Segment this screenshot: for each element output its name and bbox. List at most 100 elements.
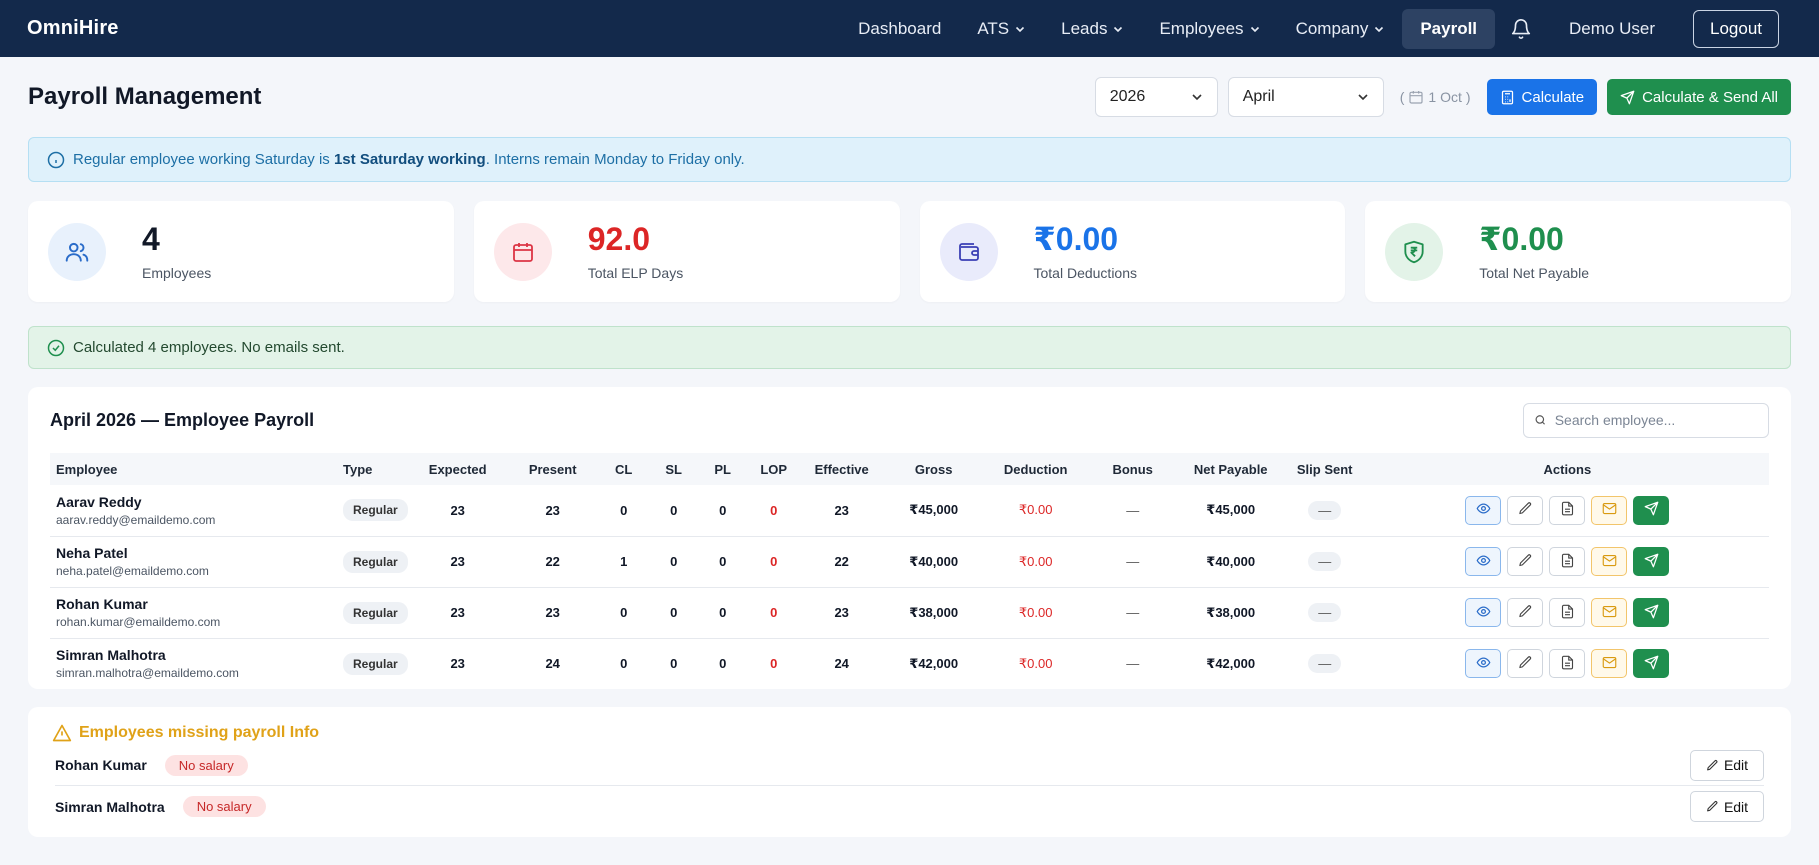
employee-name[interactable]: Neha Patel bbox=[56, 545, 128, 561]
col-expected: Expected bbox=[428, 461, 487, 477]
year-select[interactable]: 2026 bbox=[1094, 77, 1218, 117]
type-badge: Regular bbox=[343, 652, 408, 675]
payslip-button[interactable] bbox=[1549, 649, 1586, 679]
send-button[interactable] bbox=[1633, 495, 1670, 525]
send-button[interactable] bbox=[1633, 547, 1670, 576]
view-button[interactable] bbox=[1465, 598, 1502, 627]
nav-dashboard[interactable]: Dashboard bbox=[840, 9, 959, 49]
nav-employees[interactable]: Employees bbox=[1141, 9, 1277, 49]
col-sl: SL bbox=[665, 461, 682, 477]
stat-label: Total Deductions bbox=[1033, 264, 1138, 281]
expected-cell: 23 bbox=[450, 656, 465, 672]
employee-name[interactable]: Rohan Kumar bbox=[56, 596, 148, 612]
actions-cell bbox=[1366, 485, 1769, 536]
view-button[interactable] bbox=[1465, 547, 1502, 576]
net-payable-cell: ₹38,000 bbox=[1206, 604, 1256, 620]
missing-list: Rohan Kumar No salary Edit Simran Malhotra N… bbox=[55, 745, 1764, 827]
stat-text: 4 Employees bbox=[142, 223, 211, 281]
table-row: Rohan Kumar rohan.kumar@emaildemo.com Regu… bbox=[50, 587, 1769, 638]
col-employee: Employee bbox=[56, 461, 118, 477]
calculate-button[interactable]: Calculate bbox=[1486, 79, 1598, 115]
pl-cell: 0 bbox=[719, 502, 727, 518]
cl-cell: 1 bbox=[620, 554, 628, 569]
employee-email: aarav.reddy@emaildemo.com bbox=[56, 512, 216, 527]
stat-elp-days: 92.0 Total ELP Days bbox=[473, 201, 900, 302]
send-icon bbox=[1644, 655, 1659, 673]
search-icon bbox=[1535, 415, 1545, 425]
edit-button[interactable] bbox=[1507, 598, 1544, 627]
stat-label: Total Net Payable bbox=[1479, 264, 1589, 281]
table-row: Aarav Reddy aarav.reddy@emaildemo.com Regu… bbox=[50, 485, 1769, 536]
notifications-button[interactable] bbox=[1495, 18, 1547, 40]
stat-text: 92.0 Total ELP Days bbox=[588, 223, 683, 281]
stat-label: Employees bbox=[142, 264, 212, 281]
email-button[interactable] bbox=[1591, 547, 1628, 576]
col-present: Present bbox=[528, 461, 577, 477]
deduction-cell: ₹0.00 bbox=[1018, 655, 1053, 671]
employee-email: rohan.kumar@emaildemo.com bbox=[56, 615, 221, 629]
sl-cell: 0 bbox=[670, 605, 678, 620]
nav-payroll[interactable]: Payroll bbox=[1402, 8, 1496, 49]
calculate-send-all-button[interactable]: Calculate & Send All bbox=[1607, 79, 1791, 115]
eye-icon bbox=[1476, 604, 1491, 622]
payslip-button[interactable] bbox=[1549, 495, 1586, 525]
mail-icon bbox=[1602, 655, 1617, 673]
effective-cell: 23 bbox=[834, 605, 849, 620]
eye-icon bbox=[1476, 553, 1491, 571]
send-button[interactable] bbox=[1633, 598, 1670, 627]
view-button[interactable] bbox=[1465, 495, 1502, 525]
info-bold: 1st Saturday working bbox=[333, 151, 486, 168]
nav-company-label: Company bbox=[1295, 18, 1369, 38]
document-icon bbox=[1560, 604, 1575, 622]
stat-deductions: ₹0.00 Total Deductions bbox=[919, 201, 1346, 302]
edit-button[interactable] bbox=[1507, 495, 1544, 525]
sl-cell: 0 bbox=[670, 656, 678, 672]
sl-cell: 0 bbox=[670, 502, 678, 518]
edit-label: Edit bbox=[1723, 798, 1749, 815]
deduction-cell: ₹0.00 bbox=[1018, 553, 1053, 569]
cl-cell: 0 bbox=[620, 605, 628, 620]
pl-cell: 0 bbox=[719, 656, 727, 672]
info-pre: Regular employee working Saturday is bbox=[73, 151, 334, 168]
success-alert-text: Calculated 4 employees. No emails sent. bbox=[73, 339, 345, 356]
missing-title: Employees missing payroll Info bbox=[52, 721, 1764, 745]
col-type: Type bbox=[343, 461, 373, 477]
rupee-icon bbox=[1404, 240, 1424, 263]
type-cell: Regular bbox=[343, 485, 408, 536]
view-button[interactable] bbox=[1465, 649, 1502, 679]
month-value: April bbox=[1242, 88, 1275, 105]
employee-name[interactable]: Aarav Reddy bbox=[56, 493, 142, 510]
send-button[interactable] bbox=[1633, 649, 1670, 679]
col-actions: Actions bbox=[1543, 461, 1592, 477]
user-menu[interactable]: Demo User bbox=[1569, 18, 1655, 38]
col-cl: CL bbox=[615, 461, 633, 477]
nav-leads[interactable]: Leads bbox=[1043, 9, 1141, 49]
nav-company[interactable]: Company bbox=[1278, 9, 1403, 49]
slip-sent-cell: — bbox=[1284, 485, 1366, 536]
nav-ats[interactable]: ATS bbox=[959, 9, 1043, 49]
edit-button[interactable] bbox=[1507, 547, 1544, 576]
payslip-button[interactable] bbox=[1549, 598, 1586, 627]
chevron-down-icon bbox=[1114, 26, 1123, 32]
brand-logo[interactable]: OmniHire bbox=[27, 17, 119, 39]
search-input[interactable] bbox=[1554, 412, 1758, 428]
table-row: Neha Patel neha.patel@emaildemo.com Regula… bbox=[50, 536, 1769, 587]
edit-button[interactable]: Edit bbox=[1690, 749, 1764, 781]
net-payable-cell: ₹40,000 bbox=[1206, 553, 1256, 569]
month-select[interactable]: April bbox=[1227, 77, 1384, 117]
edit-button[interactable]: Edit bbox=[1690, 791, 1764, 822]
payslip-button[interactable] bbox=[1549, 547, 1586, 576]
col-effective: Effective bbox=[814, 461, 869, 477]
pencil-icon bbox=[1707, 801, 1718, 812]
document-icon bbox=[1560, 553, 1575, 571]
bonus-cell: — bbox=[1126, 656, 1140, 672]
employee-name[interactable]: Simran Malhotra bbox=[56, 647, 166, 664]
logout-button[interactable]: Logout bbox=[1693, 9, 1779, 48]
email-button[interactable] bbox=[1591, 598, 1628, 627]
info-alert-text: Regular employee working Saturday is 1st… bbox=[73, 151, 745, 168]
email-button[interactable] bbox=[1591, 649, 1628, 679]
edit-button[interactable] bbox=[1507, 649, 1544, 679]
row-actions bbox=[1366, 547, 1769, 576]
col-slip-sent: Slip Sent bbox=[1296, 461, 1353, 477]
email-button[interactable] bbox=[1591, 495, 1628, 525]
